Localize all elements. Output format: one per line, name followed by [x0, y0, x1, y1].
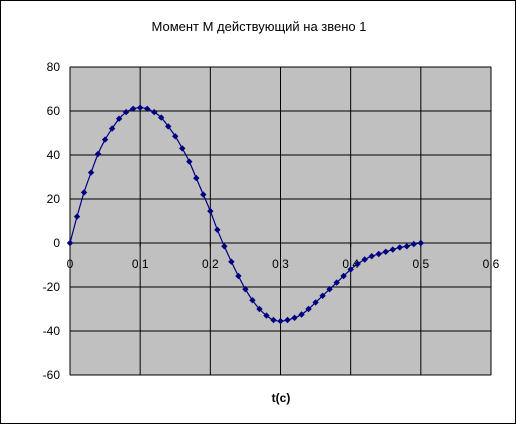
data-point [333, 279, 340, 286]
x-tick-label: 0,3 [272, 257, 289, 271]
data-point [165, 123, 172, 130]
y-tick-labels: -60 -40 -20 0 20 40 60 80 [43, 60, 61, 382]
data-point [115, 115, 123, 122]
data-point [417, 239, 425, 247]
data-point [389, 246, 396, 253]
data-point [235, 272, 242, 280]
data-point [298, 311, 305, 318]
data-point [382, 248, 389, 255]
x-tick-label: 0,6 [483, 257, 500, 271]
data-point [80, 189, 88, 196]
data-point [87, 169, 95, 176]
x-axis-label: t(c) [272, 391, 291, 405]
y-tick-label: 40 [47, 148, 61, 162]
x-tick-label: 0,2 [202, 257, 219, 271]
data-point [207, 207, 214, 215]
data-point [172, 133, 179, 140]
data-point [101, 136, 109, 143]
data-point [179, 145, 186, 152]
y-tick-label: -20 [43, 280, 61, 294]
x-tick-label: 0,1 [132, 257, 149, 271]
y-tick-label: 0 [53, 236, 60, 250]
data-point [200, 191, 207, 198]
data-point [263, 312, 270, 319]
data-point [249, 297, 256, 304]
data-point [361, 256, 368, 263]
data-point [214, 226, 221, 233]
data-point [305, 305, 312, 313]
data-point [129, 105, 137, 112]
data-point [347, 266, 354, 273]
data-point [368, 253, 375, 260]
y-tick-label: 80 [47, 60, 61, 74]
x-tick-label: 0,4 [342, 257, 359, 271]
data-point [228, 258, 235, 265]
data-point [193, 174, 200, 182]
data-point [270, 316, 277, 324]
data-point [340, 272, 347, 280]
data-point [108, 125, 116, 132]
data-point [319, 292, 326, 299]
data-point [403, 243, 410, 250]
data-point [158, 114, 165, 121]
data-point [354, 260, 361, 268]
grid-lines [69, 66, 492, 376]
y-tick-label: -40 [43, 324, 61, 338]
chart-title: Момент M действующий на звено 1 [151, 19, 366, 34]
data-point [122, 108, 130, 116]
data-point [277, 317, 284, 325]
x-tick-label: 0,5 [412, 257, 429, 271]
data-point [375, 250, 382, 258]
data-point [221, 243, 228, 250]
data-point [94, 150, 102, 158]
data-point [284, 316, 291, 324]
y-tick-label: 20 [47, 192, 61, 206]
data-point [136, 104, 144, 111]
data-point [151, 108, 158, 116]
x-tick-labels: 0 0,1 0,2 0,3 0,4 0,5 0,6 [67, 257, 500, 271]
data-point [242, 286, 249, 293]
data-point [410, 240, 418, 248]
data-point [396, 244, 403, 251]
data-point [66, 239, 74, 247]
data-point [73, 213, 81, 220]
data-point [326, 286, 333, 293]
data-point [291, 314, 298, 321]
data-point [143, 105, 151, 112]
data-point [256, 305, 263, 313]
y-tick-label: -60 [43, 368, 61, 382]
y-tick-label: 60 [47, 104, 61, 118]
data-point [312, 299, 319, 306]
data-point [186, 158, 193, 165]
series-points [66, 104, 425, 325]
x-tick-label: 0 [67, 257, 74, 271]
